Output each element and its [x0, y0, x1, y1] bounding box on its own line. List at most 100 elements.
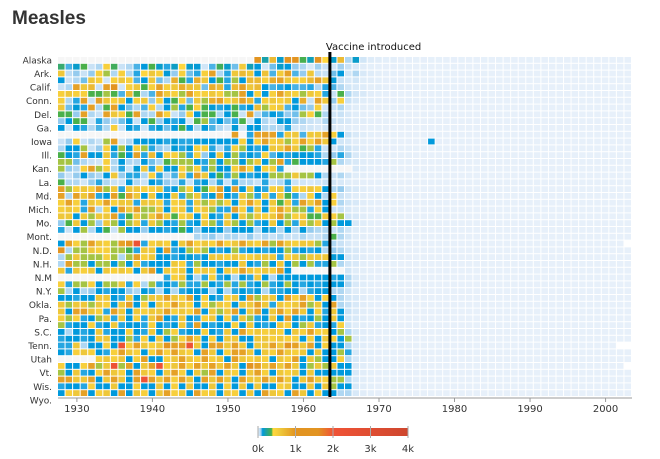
heatmap-cell [465, 349, 473, 356]
heatmap-cell [193, 159, 201, 165]
heatmap-cell [125, 84, 133, 90]
heatmap-cell [397, 335, 405, 342]
heatmap-cell [624, 383, 631, 390]
heatmap-cell [428, 247, 435, 254]
heatmap-cell [103, 315, 110, 322]
heatmap-cell [58, 227, 65, 233]
heatmap-cell [88, 295, 95, 301]
heatmap-cell [110, 70, 118, 77]
heatmap-cell [518, 193, 526, 199]
heatmap-cell [390, 281, 397, 288]
heatmap-cell [518, 376, 526, 383]
heatmap-cell [488, 301, 496, 308]
heatmap-cell [269, 159, 277, 165]
heatmap-cell [412, 261, 420, 267]
heatmap-cell [284, 240, 292, 247]
heatmap-cells [58, 57, 631, 396]
heatmap-cell [141, 84, 148, 90]
heatmap-cell [193, 383, 201, 390]
heatmap-cell [571, 261, 579, 267]
heatmap-cell [533, 315, 541, 322]
heatmap-cell [397, 329, 405, 335]
heatmap-cell [277, 131, 284, 138]
heatmap-cell [465, 159, 473, 165]
heatmap-cell [616, 281, 624, 288]
heatmap-cell [526, 118, 533, 124]
heatmap-cell [163, 390, 171, 396]
heatmap-cell [246, 193, 254, 199]
heatmap-cell [360, 111, 367, 118]
heatmap-cell [571, 376, 579, 383]
heatmap-cell [246, 322, 254, 328]
heatmap-cell [397, 315, 405, 322]
heatmap-cell [594, 199, 601, 206]
heatmap-cell [193, 97, 201, 104]
heatmap-cell [526, 383, 533, 390]
heatmap-cell [178, 274, 186, 281]
heatmap-cell [375, 301, 382, 308]
heatmap-cell [246, 220, 254, 226]
heatmap-cell [488, 369, 496, 376]
heatmap-cell [345, 281, 352, 288]
heatmap-cell [526, 91, 533, 97]
heatmap-cell [322, 267, 329, 274]
heatmap-cell [397, 254, 405, 260]
heatmap-cell [314, 138, 322, 145]
heatmap-cell [450, 63, 458, 70]
heatmap-cell [299, 308, 307, 315]
heatmap-cell [594, 84, 601, 90]
heatmap-cell [277, 77, 284, 84]
heatmap-cell [428, 301, 435, 308]
heatmap-cell [345, 63, 352, 70]
heatmap-cell [277, 281, 284, 288]
heatmap-cell [488, 193, 496, 199]
heatmap-cell [231, 329, 239, 335]
heatmap-cell [299, 315, 307, 322]
heatmap-cell [171, 288, 178, 294]
heatmap-cell [337, 356, 344, 362]
heatmap-cell [277, 295, 284, 301]
heatmap-cell [586, 193, 594, 199]
heatmap-cell [337, 57, 344, 63]
heatmap-cell [586, 84, 594, 90]
heatmap-cell [209, 342, 216, 349]
heatmap-cell [428, 84, 435, 90]
heatmap-cell [533, 172, 541, 179]
heatmap-cell [254, 179, 261, 186]
heatmap-cell [269, 363, 277, 369]
heatmap-cell [488, 349, 496, 356]
heatmap-cell [458, 84, 465, 90]
heatmap-cell [420, 57, 428, 63]
heatmap-cell [329, 63, 337, 70]
heatmap-cell [360, 199, 367, 206]
heatmap-cell [65, 267, 73, 274]
heatmap-cell [465, 220, 473, 226]
heatmap-cell [292, 57, 299, 63]
heatmap-cell [496, 329, 503, 335]
heatmap-cell [556, 261, 564, 267]
heatmap-cell [382, 240, 390, 247]
heatmap-cell [58, 145, 65, 152]
heatmap-cell [88, 369, 95, 376]
heatmap-cell [171, 233, 178, 240]
heatmap-cell [609, 63, 616, 70]
heatmap-cell [397, 91, 405, 97]
heatmap-cell [556, 363, 564, 369]
heatmap-cell [616, 240, 624, 247]
row-label: Md. [36, 192, 52, 202]
heatmap-cell [193, 315, 201, 322]
heatmap-cell [239, 329, 246, 335]
heatmap-cell [360, 97, 367, 104]
heatmap-cell [201, 390, 209, 396]
heatmap-cell [103, 220, 110, 226]
heatmap-cell [65, 329, 73, 335]
heatmap-cell [231, 118, 239, 124]
heatmap-cell [503, 315, 511, 322]
heatmap-cell [624, 315, 631, 322]
heatmap-cell [110, 247, 118, 254]
heatmap-cell [95, 261, 103, 267]
heatmap-cell [103, 77, 110, 84]
heatmap-cell [141, 125, 148, 131]
heatmap-cell [375, 179, 382, 186]
heatmap-cell [412, 131, 420, 138]
